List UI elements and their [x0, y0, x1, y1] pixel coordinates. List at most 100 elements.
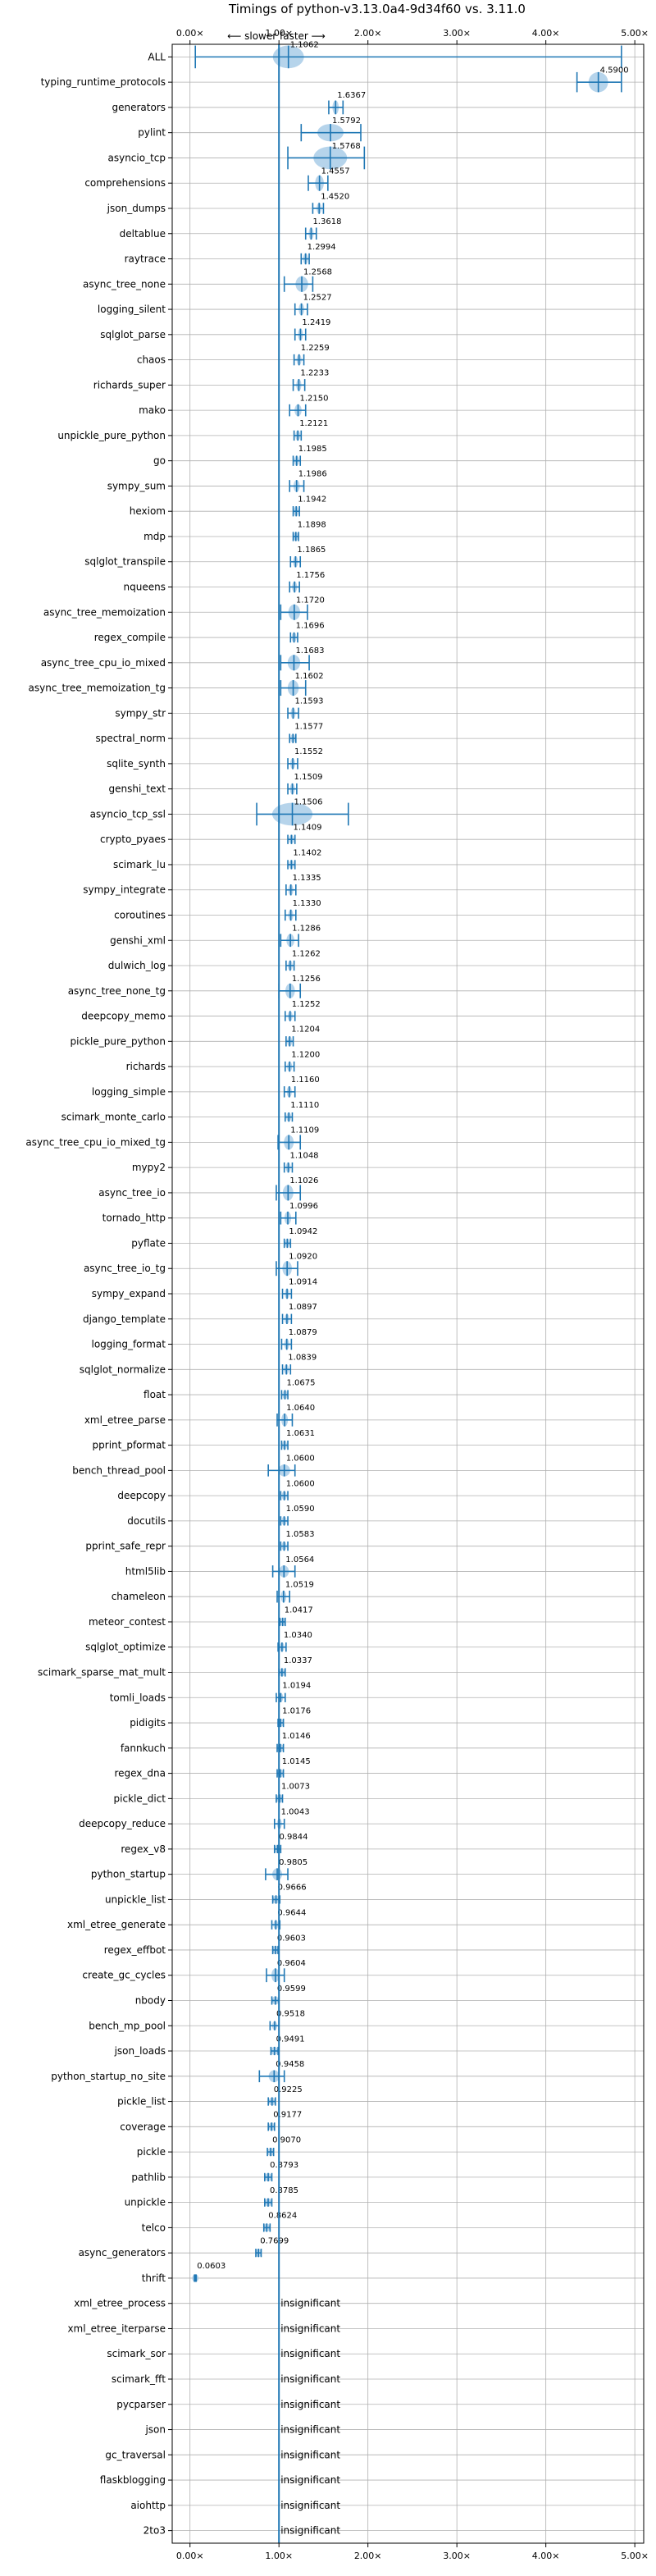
chart-subtitle: ⟵ slower faster ⟶: [227, 30, 326, 42]
benchmark-row-json-loads: json_loads 0.9491: [114, 2035, 305, 2057]
value-label: 1.5768: [332, 142, 361, 151]
benchmark-name: comprehensions: [84, 177, 166, 189]
benchmark-name: xml_etree_iterparse: [67, 2323, 166, 2334]
benchmark-name: mdp: [144, 531, 166, 542]
benchmark-name: async_tree_memoization: [43, 606, 166, 618]
benchmark-name: sympy_integrate: [83, 884, 166, 896]
benchmark-row-spectral-norm: spectral_norm 1.1577: [95, 722, 323, 744]
benchmark-row-sympy-expand: sympy_expand 1.0914: [92, 1277, 317, 1299]
benchmark-row-pickle-pure-python: pickle_pure_python 1.1204: [71, 1025, 321, 1048]
benchmark-row-pyflate: pyflate 1.0942: [131, 1227, 317, 1249]
value-label: 1.1262: [292, 949, 321, 958]
benchmark-row-float: float 1.0675: [144, 1378, 315, 1400]
value-label: 0.9491: [276, 2035, 305, 2044]
value-label: 0.9603: [277, 1934, 306, 1943]
benchmark-row-regex-effbot: regex_effbot 0.9603: [104, 1934, 306, 1956]
benchmark-name: typing_runtime_protocols: [41, 76, 166, 88]
benchmark-row-async-generators: async_generators 0.7699: [79, 2236, 289, 2259]
benchmark-name: regex_dna: [114, 1768, 166, 1779]
benchmark-row-bench-thread-pool: bench_thread_pool 1.0600: [72, 1455, 315, 1477]
value-label: 0.8624: [268, 2212, 297, 2221]
benchmark-name: float: [144, 1389, 166, 1400]
value-label: 1.1048: [290, 1151, 319, 1160]
x-tick-label: 2.00×: [354, 28, 382, 39]
benchmark-row-telco: telco 0.8624: [142, 2212, 298, 2234]
benchmark-name: scimark_lu: [113, 859, 166, 870]
value-label: 1.4557: [321, 167, 350, 176]
value-label: 1.1552: [294, 747, 323, 756]
benchmark-row-asyncio-tcp-ssl: asyncio_tcp_ssl 1.1506: [90, 798, 349, 826]
benchmark-row-sqlglot-normalize: sqlglot_normalize 1.0839: [80, 1354, 317, 1376]
x-tick-label: 4.00×: [532, 28, 560, 39]
benchmark-name: richards_super: [93, 379, 166, 391]
benchmark-row-async-tree-memoization: async_tree_memoization 1.1720: [43, 596, 325, 620]
benchmark-name: pprint_safe_repr: [85, 1541, 166, 1552]
benchmark-name: mako: [139, 404, 166, 416]
x-tick-label: 1.00×: [265, 28, 293, 39]
benchmark-row-aiohttp: aiohttp insignificant: [130, 2500, 340, 2511]
value-label: 1.1593: [294, 697, 323, 706]
benchmark-name: sqlglot_optimize: [85, 1642, 166, 1653]
benchmark-name: meteor_contest: [89, 1616, 166, 1628]
benchmark-row-gc-traversal: gc_traversal insignificant: [105, 2449, 340, 2460]
x-tick-label: 2.00×: [354, 2551, 382, 2561]
chart-title: Timings of python-v3.13.0a4-9d34f60 vs. …: [228, 2, 526, 16]
value-label: 1.0600: [286, 1455, 315, 1464]
benchmark-row-docutils: docutils 1.0590: [127, 1505, 314, 1527]
value-label: 1.1683: [295, 646, 324, 655]
value-label: 1.4520: [321, 192, 349, 201]
value-label: 1.0564: [285, 1555, 314, 1564]
insignificant-label: insignificant: [280, 2525, 340, 2537]
insignificant-label: insignificant: [280, 2348, 340, 2359]
benchmark-name: asyncio_tcp_ssl: [90, 808, 166, 820]
x-tick-label: 3.00×: [443, 28, 471, 39]
benchmark-name: crypto_pyaes: [100, 834, 166, 845]
x-tick-label: 5.00×: [621, 2551, 649, 2561]
benchmark-name: regex_v8: [121, 1843, 166, 1855]
benchmark-row-deepcopy: deepcopy 1.0600: [117, 1479, 314, 1501]
benchmark-name: async_tree_memoization_tg: [29, 683, 166, 694]
value-label: 1.0337: [284, 1656, 312, 1665]
benchmark-name: ALL: [148, 51, 166, 62]
value-label: 1.1109: [290, 1126, 319, 1135]
value-label: 0.9458: [276, 2060, 304, 2069]
benchmark-row-richards-super: richards_super 1.2233: [93, 369, 329, 391]
benchmark-row-pprint-pformat: pprint_pformat 1.0631: [93, 1429, 316, 1451]
benchmark-row-xml-etree-generate: xml_etree_generate 0.9644: [67, 1909, 306, 1931]
insignificant-label: insignificant: [280, 2500, 340, 2511]
benchmark-row-async-tree-none-tg: async_tree_none_tg 1.1256: [68, 975, 321, 998]
benchmark-row-pidigits: pidigits 1.0176: [130, 1706, 311, 1729]
benchmark-row-pickle-list: pickle_list 0.9225: [117, 2085, 303, 2108]
benchmark-name: asyncio_tcp: [107, 152, 166, 163]
benchmark-row-pathlib: pathlib 0.8793: [131, 2161, 298, 2183]
benchmark-name: tornado_http: [102, 1213, 166, 1224]
value-label: 1.1252: [292, 1000, 321, 1009]
benchmark-name: bench_thread_pool: [72, 1464, 166, 1476]
value-label: 1.1602: [295, 672, 324, 681]
value-label: 1.0340: [284, 1631, 312, 1640]
value-label: 1.0942: [289, 1227, 317, 1236]
benchmark-name: json_loads: [114, 2045, 166, 2057]
benchmark-name: xml_etree_generate: [67, 1919, 166, 1930]
value-label: 0.7699: [260, 2236, 289, 2245]
benchmark-name: deepcopy_memo: [81, 1011, 166, 1022]
value-label: 1.1204: [291, 1025, 320, 1035]
benchmark-name: raytrace: [125, 253, 166, 265]
value-label: 1.1062: [290, 41, 319, 50]
benchmark-name: async_tree_cpu_io_mixed: [41, 657, 166, 669]
value-label: 1.1026: [289, 1176, 318, 1185]
value-label: 1.0583: [286, 1530, 315, 1539]
benchmark-name: sqlglot_transpile: [84, 556, 166, 568]
benchmark-row-logging-simple: logging_simple 1.1160: [92, 1076, 320, 1098]
benchmark-row-chameleon: chameleon 1.0519: [112, 1581, 314, 1603]
benchmark-name: logging_silent: [98, 304, 166, 315]
benchmark-name: xml_etree_parse: [84, 1414, 166, 1426]
benchmark-name: async_tree_io: [98, 1187, 166, 1199]
benchmark-name: genshi_xml: [110, 934, 166, 946]
value-label: 1.6367: [337, 91, 366, 100]
value-label: 1.1330: [293, 899, 321, 908]
benchmark-name: regex_effbot: [104, 1944, 166, 1956]
benchmark-name: python_startup: [91, 1869, 166, 1880]
value-label: 0.9604: [277, 1959, 306, 1968]
